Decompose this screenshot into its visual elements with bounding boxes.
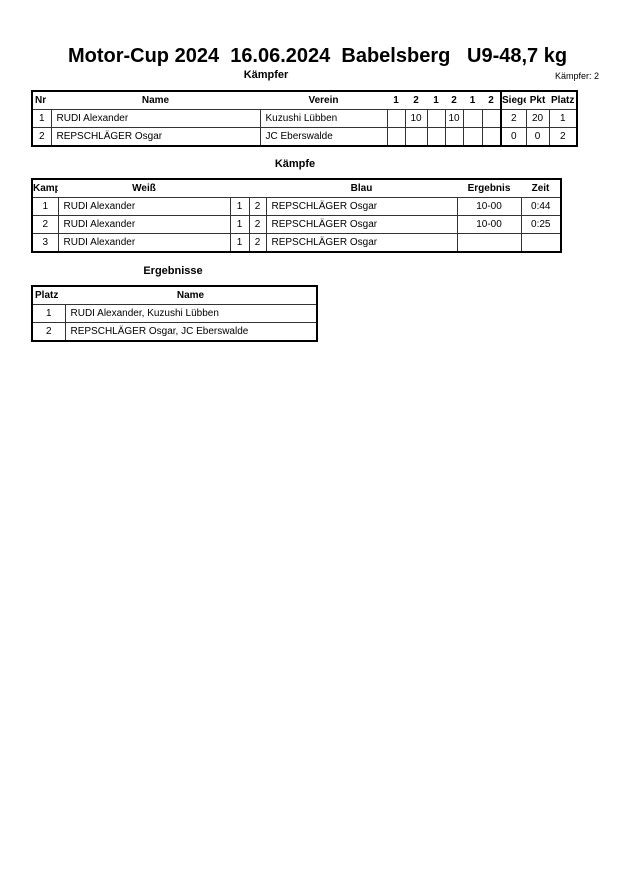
fight-row: 1 RUDI Alexander 1 2 REPSCHLÄGER Osgar 10-00 0…: [31, 197, 562, 216]
fighter-score: [481, 109, 502, 128]
fight-blue: REPSCHLÄGER Osgar: [265, 215, 458, 234]
fights-header-row: Kampf Weiß Blau Ergebnis Zeit: [32, 178, 561, 198]
fighter-nr: 2: [31, 127, 52, 147]
fighter-name: REPSCHLÄGER Osgar: [50, 127, 261, 147]
result-place: 2: [31, 322, 66, 342]
fight-number: 2: [31, 215, 59, 234]
fight-time: [520, 233, 562, 253]
header-score-2: 2: [405, 90, 427, 110]
fight-result: [456, 233, 522, 253]
header-verein: Verein: [260, 90, 387, 110]
fighter-nr: 1: [31, 109, 52, 128]
fight-result: 10-00: [456, 197, 522, 216]
fighter-club: Kuzushi Lübben: [259, 109, 388, 128]
fighter-row: 2 REPSCHLÄGER Osgar JC Eberswalde 0 0 2: [31, 127, 578, 147]
fighter-row: 1 RUDI Alexander Kuzushi Lübben 10 10 2 20 1: [31, 109, 578, 128]
fight-blue: REPSCHLÄGER Osgar: [265, 197, 458, 216]
header-siege: Siege: [500, 90, 526, 110]
header-score-5: 1: [463, 90, 482, 110]
fighter-score: [462, 109, 483, 128]
fight-time: 0:25: [520, 215, 562, 234]
fighter-score: [426, 127, 446, 147]
fight-number: 1: [31, 197, 59, 216]
fighter-count: Kämpfer: 2: [554, 71, 599, 81]
fighter-score: 10: [404, 109, 428, 128]
fighter-wins: 0: [500, 127, 527, 147]
header-kampf: Kampf: [32, 178, 58, 198]
fight-white-no: 1: [229, 215, 250, 234]
results-heading: Ergebnisse: [143, 265, 203, 277]
results-table: Platz Name 1 RUDI Alexander, Kuzushi Lübb…: [31, 285, 318, 342]
fighter-name: RUDI Alexander: [50, 109, 261, 128]
fight-blue-no: 2: [248, 215, 267, 234]
fight-result: 10-00: [456, 215, 522, 234]
header-zeit: Zeit: [521, 178, 561, 198]
header-platz: Platz: [549, 90, 577, 110]
fighter-score: [426, 109, 446, 128]
header-weiss: Weiß: [58, 178, 230, 198]
header-pkt: Pkt: [526, 90, 549, 110]
fight-white: RUDI Alexander: [57, 233, 231, 253]
results-header-row: Platz Name: [32, 285, 317, 305]
fight-blue: REPSCHLÄGER Osgar: [265, 233, 458, 253]
header-name: Name: [51, 90, 260, 110]
header-nr: Nr: [32, 90, 51, 110]
fights-heading: Kämpfe: [274, 158, 316, 170]
header-name: Name: [65, 285, 317, 305]
fighters-header-row: NrNameVerein121212SiegePktPlatz: [32, 90, 577, 110]
result-name: RUDI Alexander, Kuzushi Lübben: [64, 304, 318, 323]
fight-white-no: 1: [229, 233, 250, 253]
fight-row: 2 RUDI Alexander 1 2 REPSCHLÄGER Osgar 10-00 0…: [31, 215, 562, 234]
fighter-place: 1: [548, 109, 578, 128]
header-platz: Platz: [32, 285, 65, 305]
result-name: REPSCHLÄGER Osgar, JC Eberswalde: [64, 322, 318, 342]
fighter-place: 2: [548, 127, 578, 147]
header-blau: Blau: [266, 178, 457, 198]
fight-blue-no: 2: [248, 233, 267, 253]
fighter-score: [386, 127, 406, 147]
fighter-club: JC Eberswalde: [259, 127, 388, 147]
fighter-wins: 2: [500, 109, 527, 128]
header-score-6: 2: [482, 90, 501, 110]
fighter-score: [444, 127, 464, 147]
fighter-points: 0: [525, 127, 550, 147]
fight-blue-no: 2: [248, 197, 267, 216]
header-ergebnis: Ergebnis: [457, 178, 521, 198]
fight-time: 0:44: [520, 197, 562, 216]
result-row: 2 REPSCHLÄGER Osgar, JC Eberswalde: [31, 322, 318, 342]
fighter-points: 20: [525, 109, 550, 128]
result-row: 1 RUDI Alexander, Kuzushi Lübben: [31, 304, 318, 323]
fight-white: RUDI Alexander: [57, 197, 231, 216]
fighter-score: [386, 109, 406, 128]
fighter-score: [462, 127, 483, 147]
header-score-4: 2: [445, 90, 463, 110]
fight-white-no: 1: [229, 197, 250, 216]
fighter-score: [404, 127, 428, 147]
fight-number: 3: [31, 233, 59, 253]
fight-row: 3 RUDI Alexander 1 2 REPSCHLÄGER Osgar: [31, 233, 562, 253]
page-title: Motor-Cup 2024 16.06.2024 Babelsberg U9-…: [67, 45, 568, 67]
fighters-heading: Kämpfer: [243, 69, 289, 81]
fight-white: RUDI Alexander: [57, 215, 231, 234]
fighter-score: [481, 127, 502, 147]
header-score-1: 1: [387, 90, 405, 110]
header-score-3: 1: [427, 90, 445, 110]
result-place: 1: [31, 304, 66, 323]
fighter-score: 10: [444, 109, 464, 128]
